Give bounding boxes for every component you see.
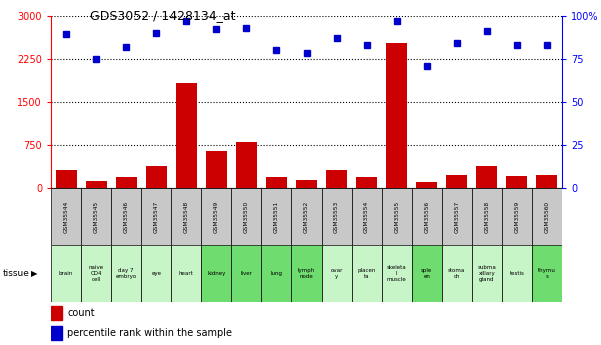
FancyBboxPatch shape — [412, 245, 442, 302]
FancyBboxPatch shape — [51, 188, 81, 245]
FancyBboxPatch shape — [261, 245, 291, 302]
FancyBboxPatch shape — [51, 245, 81, 302]
Text: GSM35548: GSM35548 — [184, 200, 189, 233]
Text: GSM35551: GSM35551 — [274, 200, 279, 233]
FancyBboxPatch shape — [322, 188, 352, 245]
Text: GSM35544: GSM35544 — [64, 200, 69, 233]
Text: placen
ta: placen ta — [358, 268, 376, 279]
FancyBboxPatch shape — [291, 245, 322, 302]
FancyBboxPatch shape — [171, 245, 201, 302]
FancyBboxPatch shape — [141, 245, 171, 302]
Text: GSM35558: GSM35558 — [484, 200, 489, 233]
FancyBboxPatch shape — [201, 188, 231, 245]
FancyBboxPatch shape — [201, 245, 231, 302]
Text: GSM35554: GSM35554 — [364, 200, 369, 233]
Text: naive
CD4
cell: naive CD4 cell — [88, 265, 104, 282]
Text: GDS3052 / 1428134_at: GDS3052 / 1428134_at — [90, 9, 236, 22]
Bar — [115, 177, 136, 188]
Text: skeleta
l
muscle: skeleta l muscle — [387, 265, 406, 282]
FancyBboxPatch shape — [472, 188, 502, 245]
Text: GSM35555: GSM35555 — [394, 200, 399, 233]
FancyBboxPatch shape — [81, 188, 111, 245]
FancyBboxPatch shape — [111, 245, 141, 302]
Bar — [206, 151, 227, 188]
FancyBboxPatch shape — [81, 245, 111, 302]
Text: day 7
embryо: day 7 embryо — [115, 268, 137, 279]
FancyBboxPatch shape — [442, 188, 472, 245]
Bar — [266, 177, 287, 188]
Text: ovar
y: ovar y — [331, 268, 343, 279]
FancyBboxPatch shape — [352, 188, 382, 245]
Bar — [356, 177, 377, 188]
FancyBboxPatch shape — [352, 245, 382, 302]
FancyBboxPatch shape — [231, 188, 261, 245]
Bar — [296, 180, 317, 188]
Text: GSM35557: GSM35557 — [454, 200, 459, 233]
FancyBboxPatch shape — [141, 188, 171, 245]
Bar — [146, 166, 167, 188]
FancyBboxPatch shape — [291, 188, 322, 245]
Bar — [236, 142, 257, 188]
Text: subma
xillary
gland: subma xillary gland — [477, 265, 496, 282]
Text: ▶: ▶ — [31, 269, 38, 278]
Bar — [507, 176, 528, 188]
Text: testis: testis — [510, 271, 524, 276]
Text: lung: lung — [270, 271, 282, 276]
FancyBboxPatch shape — [171, 188, 201, 245]
Bar — [85, 181, 107, 188]
FancyBboxPatch shape — [382, 188, 412, 245]
Text: GSM35560: GSM35560 — [545, 200, 549, 233]
Text: GSM35549: GSM35549 — [214, 200, 219, 233]
FancyBboxPatch shape — [502, 188, 532, 245]
FancyBboxPatch shape — [322, 245, 352, 302]
Text: GSM35559: GSM35559 — [514, 200, 519, 233]
FancyBboxPatch shape — [111, 188, 141, 245]
Text: brain: brain — [59, 271, 73, 276]
Text: GSM35547: GSM35547 — [154, 200, 159, 233]
FancyBboxPatch shape — [472, 245, 502, 302]
FancyBboxPatch shape — [532, 188, 562, 245]
Bar — [55, 170, 77, 188]
FancyBboxPatch shape — [532, 245, 562, 302]
Bar — [386, 43, 407, 188]
Bar — [51, 306, 63, 320]
Text: heart: heart — [179, 271, 194, 276]
FancyBboxPatch shape — [382, 245, 412, 302]
Text: thymu
s: thymu s — [538, 268, 556, 279]
Bar — [537, 175, 558, 188]
Bar — [51, 326, 63, 339]
Text: kidney: kidney — [207, 271, 225, 276]
Bar — [326, 170, 347, 188]
Text: percentile rank within the sample: percentile rank within the sample — [67, 328, 233, 338]
FancyBboxPatch shape — [261, 188, 291, 245]
Text: GSM35552: GSM35552 — [304, 200, 309, 233]
Text: count: count — [67, 308, 95, 318]
Bar — [477, 166, 498, 188]
Text: liver: liver — [240, 271, 252, 276]
Bar — [416, 182, 438, 188]
FancyBboxPatch shape — [442, 245, 472, 302]
Text: GSM35546: GSM35546 — [124, 200, 129, 233]
Text: stoma
ch: stoma ch — [448, 268, 465, 279]
Text: GSM35556: GSM35556 — [424, 200, 429, 233]
Bar — [176, 83, 197, 188]
Bar — [447, 175, 468, 188]
Text: GSM35550: GSM35550 — [244, 200, 249, 233]
Text: GSM35545: GSM35545 — [94, 200, 99, 233]
FancyBboxPatch shape — [412, 188, 442, 245]
Text: GSM35553: GSM35553 — [334, 200, 339, 233]
FancyBboxPatch shape — [231, 245, 261, 302]
FancyBboxPatch shape — [502, 245, 532, 302]
Text: tissue: tissue — [3, 269, 30, 278]
Text: sple
en: sple en — [421, 268, 432, 279]
Text: eye: eye — [151, 271, 161, 276]
Text: lymph
node: lymph node — [298, 268, 315, 279]
